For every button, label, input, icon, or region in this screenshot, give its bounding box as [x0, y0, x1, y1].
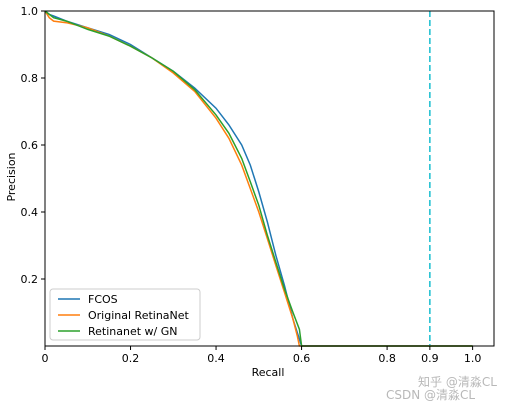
watermark-csdn: CSDN @清淼CL	[386, 387, 475, 402]
y-axis-label: Precision	[5, 152, 18, 201]
legend-label-0: FCOS	[88, 293, 118, 306]
axes-frame	[44, 10, 495, 347]
legend: FCOS Original RetinaNet Retinanet w/ GN	[49, 288, 201, 341]
x-tick-label: 0.2	[122, 352, 140, 365]
series-line-2	[44, 10, 473, 347]
y-tick-label: 0.6	[21, 139, 39, 152]
x-tick-label: 0.6	[293, 352, 311, 365]
y-axis-ticks: 0.2 0.4 0.6 0.8 1.0	[21, 5, 45, 286]
legend-label-2: Retinanet w/ GN	[88, 325, 178, 338]
legend-box	[49, 288, 201, 341]
y-tick-label: 0.8	[21, 72, 39, 85]
x-tick-label: 0	[42, 352, 49, 365]
x-axis-label: Recall	[252, 366, 285, 379]
x-tick-label: 0.4	[207, 352, 225, 365]
x-tick-label: 0.9	[421, 352, 439, 365]
y-tick-label: 1.0	[21, 5, 39, 18]
watermark-zhihu: 知乎 @清淼CL	[418, 374, 497, 389]
y-tick-label: 0.2	[21, 273, 39, 286]
plot-area	[44, 10, 495, 347]
x-tick-label: 0.8	[378, 352, 396, 365]
legend-label-1: Original RetinaNet	[88, 309, 190, 322]
x-tick-label: 1.0	[464, 352, 482, 365]
x-axis-ticks: 0 0.2 0.4 0.6 0.8 0.9 1.0	[42, 346, 482, 365]
y-tick-label: 0.4	[21, 206, 39, 219]
